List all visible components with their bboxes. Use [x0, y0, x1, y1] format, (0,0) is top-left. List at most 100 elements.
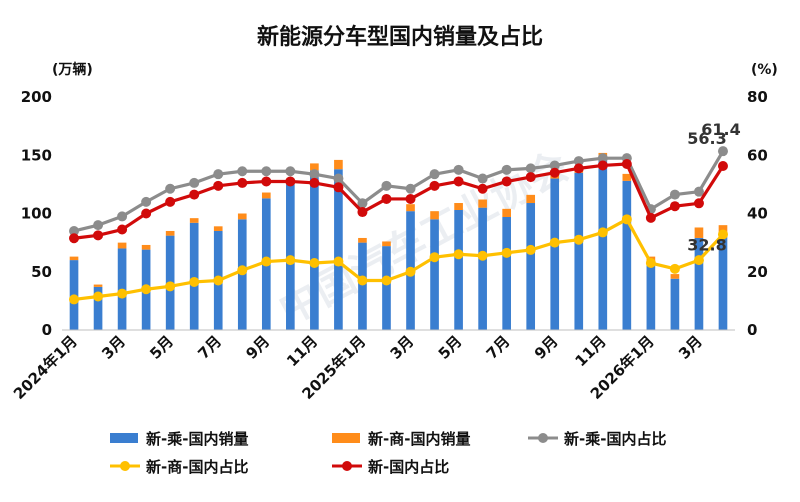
point-series-2-0 — [69, 233, 80, 244]
point-series-2-24 — [645, 212, 656, 223]
legend-label-2: 新-乘-国内占比 — [564, 430, 666, 448]
bar-commercial-2 — [117, 242, 127, 249]
bar-commercial-3 — [141, 244, 151, 250]
point-series-1-18 — [501, 247, 512, 258]
point-series-1-10 — [309, 258, 320, 269]
y-left-tick-label: 50 — [31, 263, 52, 281]
point-series-1-14 — [405, 266, 416, 277]
y-left-tick-label: 200 — [21, 88, 52, 106]
bar-passenger-27 — [718, 236, 728, 330]
point-series-1-6 — [213, 275, 224, 286]
point-series-1-22 — [597, 227, 608, 238]
legend-label-3: 新-商-国内占比 — [146, 458, 248, 476]
data-label: 32.8 — [687, 235, 726, 254]
point-series-2-25 — [669, 201, 680, 212]
bar-passenger-18 — [502, 216, 511, 330]
bar-passenger-23 — [622, 180, 632, 330]
x-tick-label: 5月 — [435, 332, 466, 363]
point-series-2-1 — [93, 230, 104, 241]
point-series-2-23 — [621, 158, 632, 169]
point-series-0-21 — [573, 156, 584, 167]
bar-commercial-7 — [237, 213, 247, 220]
point-series-0-1 — [93, 220, 104, 231]
point-series-0-26 — [693, 186, 704, 197]
line-series-2 — [73, 162, 725, 240]
point-series-0-0 — [69, 225, 80, 236]
point-series-0-12 — [357, 198, 368, 209]
point-series-0-5 — [189, 177, 200, 188]
point-series-1-7 — [237, 265, 248, 276]
bar-passenger-24 — [646, 264, 656, 330]
point-series-0-27 — [717, 146, 728, 157]
point-series-0-25 — [669, 189, 680, 200]
point-series-1-13 — [381, 275, 392, 286]
point-series-2-27 — [717, 161, 728, 172]
point-series-1-26 — [693, 255, 704, 266]
point-series-2-19 — [525, 172, 536, 183]
bar-passenger-13 — [382, 246, 391, 330]
x-tick-label: 3月 — [98, 332, 129, 363]
bar-passenger-19 — [526, 203, 536, 330]
bar-passenger-1 — [93, 286, 103, 330]
point-series-2-2 — [117, 224, 128, 235]
bar-passenger-26 — [694, 237, 704, 330]
lines-layer — [69, 146, 728, 305]
y-left-tick-label: 100 — [21, 205, 52, 223]
bar-commercial-18 — [502, 208, 511, 217]
point-series-1-5 — [189, 276, 200, 287]
point-series-1-1 — [93, 291, 104, 302]
point-series-2-18 — [501, 176, 512, 187]
point-series-1-21 — [573, 234, 584, 245]
point-series-2-14 — [405, 193, 416, 204]
y-right-tick-label: 60 — [747, 146, 768, 164]
bar-commercial-17 — [478, 199, 487, 208]
point-series-0-10 — [309, 169, 320, 180]
legend-label-1: 新-商-国内销量 — [368, 430, 470, 448]
line-series-0 — [73, 150, 725, 233]
point-series-0-13 — [381, 180, 392, 191]
x-tick-label: 7月 — [194, 332, 225, 363]
bar-passenger-21 — [574, 172, 584, 330]
legend-marker-3 — [120, 461, 130, 471]
x-tick-label: 11月 — [572, 332, 610, 370]
point-series-0-20 — [549, 160, 560, 171]
bar-passenger-11 — [334, 169, 343, 330]
x-tick-label: 11月 — [283, 332, 321, 370]
bar-commercial-10 — [310, 163, 319, 171]
point-series-2-21 — [573, 163, 584, 174]
legend-label-0: 新-乘-国内销量 — [146, 430, 248, 448]
bar-passenger-22 — [598, 158, 608, 330]
point-series-1-17 — [477, 250, 488, 261]
point-series-1-12 — [357, 275, 368, 286]
legend-label-4: 新-国内占比 — [368, 458, 449, 476]
point-series-1-0 — [69, 294, 80, 305]
chart-title: 新能源分车型国内销量及占比 — [257, 24, 543, 50]
data-label: 56.3 — [687, 129, 726, 148]
point-series-1-23 — [621, 214, 632, 225]
bar-passenger-10 — [310, 170, 319, 330]
bar-commercial-26 — [694, 227, 704, 238]
bar-commercial-1 — [93, 284, 103, 287]
point-series-0-18 — [501, 164, 512, 175]
x-tick-label: 9月 — [531, 332, 562, 363]
point-series-1-2 — [117, 288, 128, 299]
y-right-tick-label: 80 — [747, 88, 768, 106]
y-left-tick-label: 0 — [42, 321, 52, 339]
point-series-0-2 — [117, 211, 128, 222]
legend-marker-2 — [538, 433, 548, 443]
bar-commercial-0 — [69, 256, 79, 261]
line-series-1 — [73, 217, 725, 302]
point-series-0-14 — [405, 183, 416, 194]
point-series-2-13 — [381, 193, 392, 204]
point-series-2-6 — [213, 180, 224, 191]
bar-commercial-12 — [358, 237, 367, 243]
point-series-0-9 — [285, 166, 296, 177]
bar-commercial-5 — [189, 218, 199, 223]
point-series-2-5 — [189, 189, 200, 200]
point-series-2-3 — [141, 208, 152, 219]
bar-commercial-4 — [165, 230, 175, 236]
bar-passenger-15 — [430, 219, 439, 330]
bar-commercial-6 — [213, 226, 223, 231]
point-series-2-4 — [165, 196, 176, 207]
